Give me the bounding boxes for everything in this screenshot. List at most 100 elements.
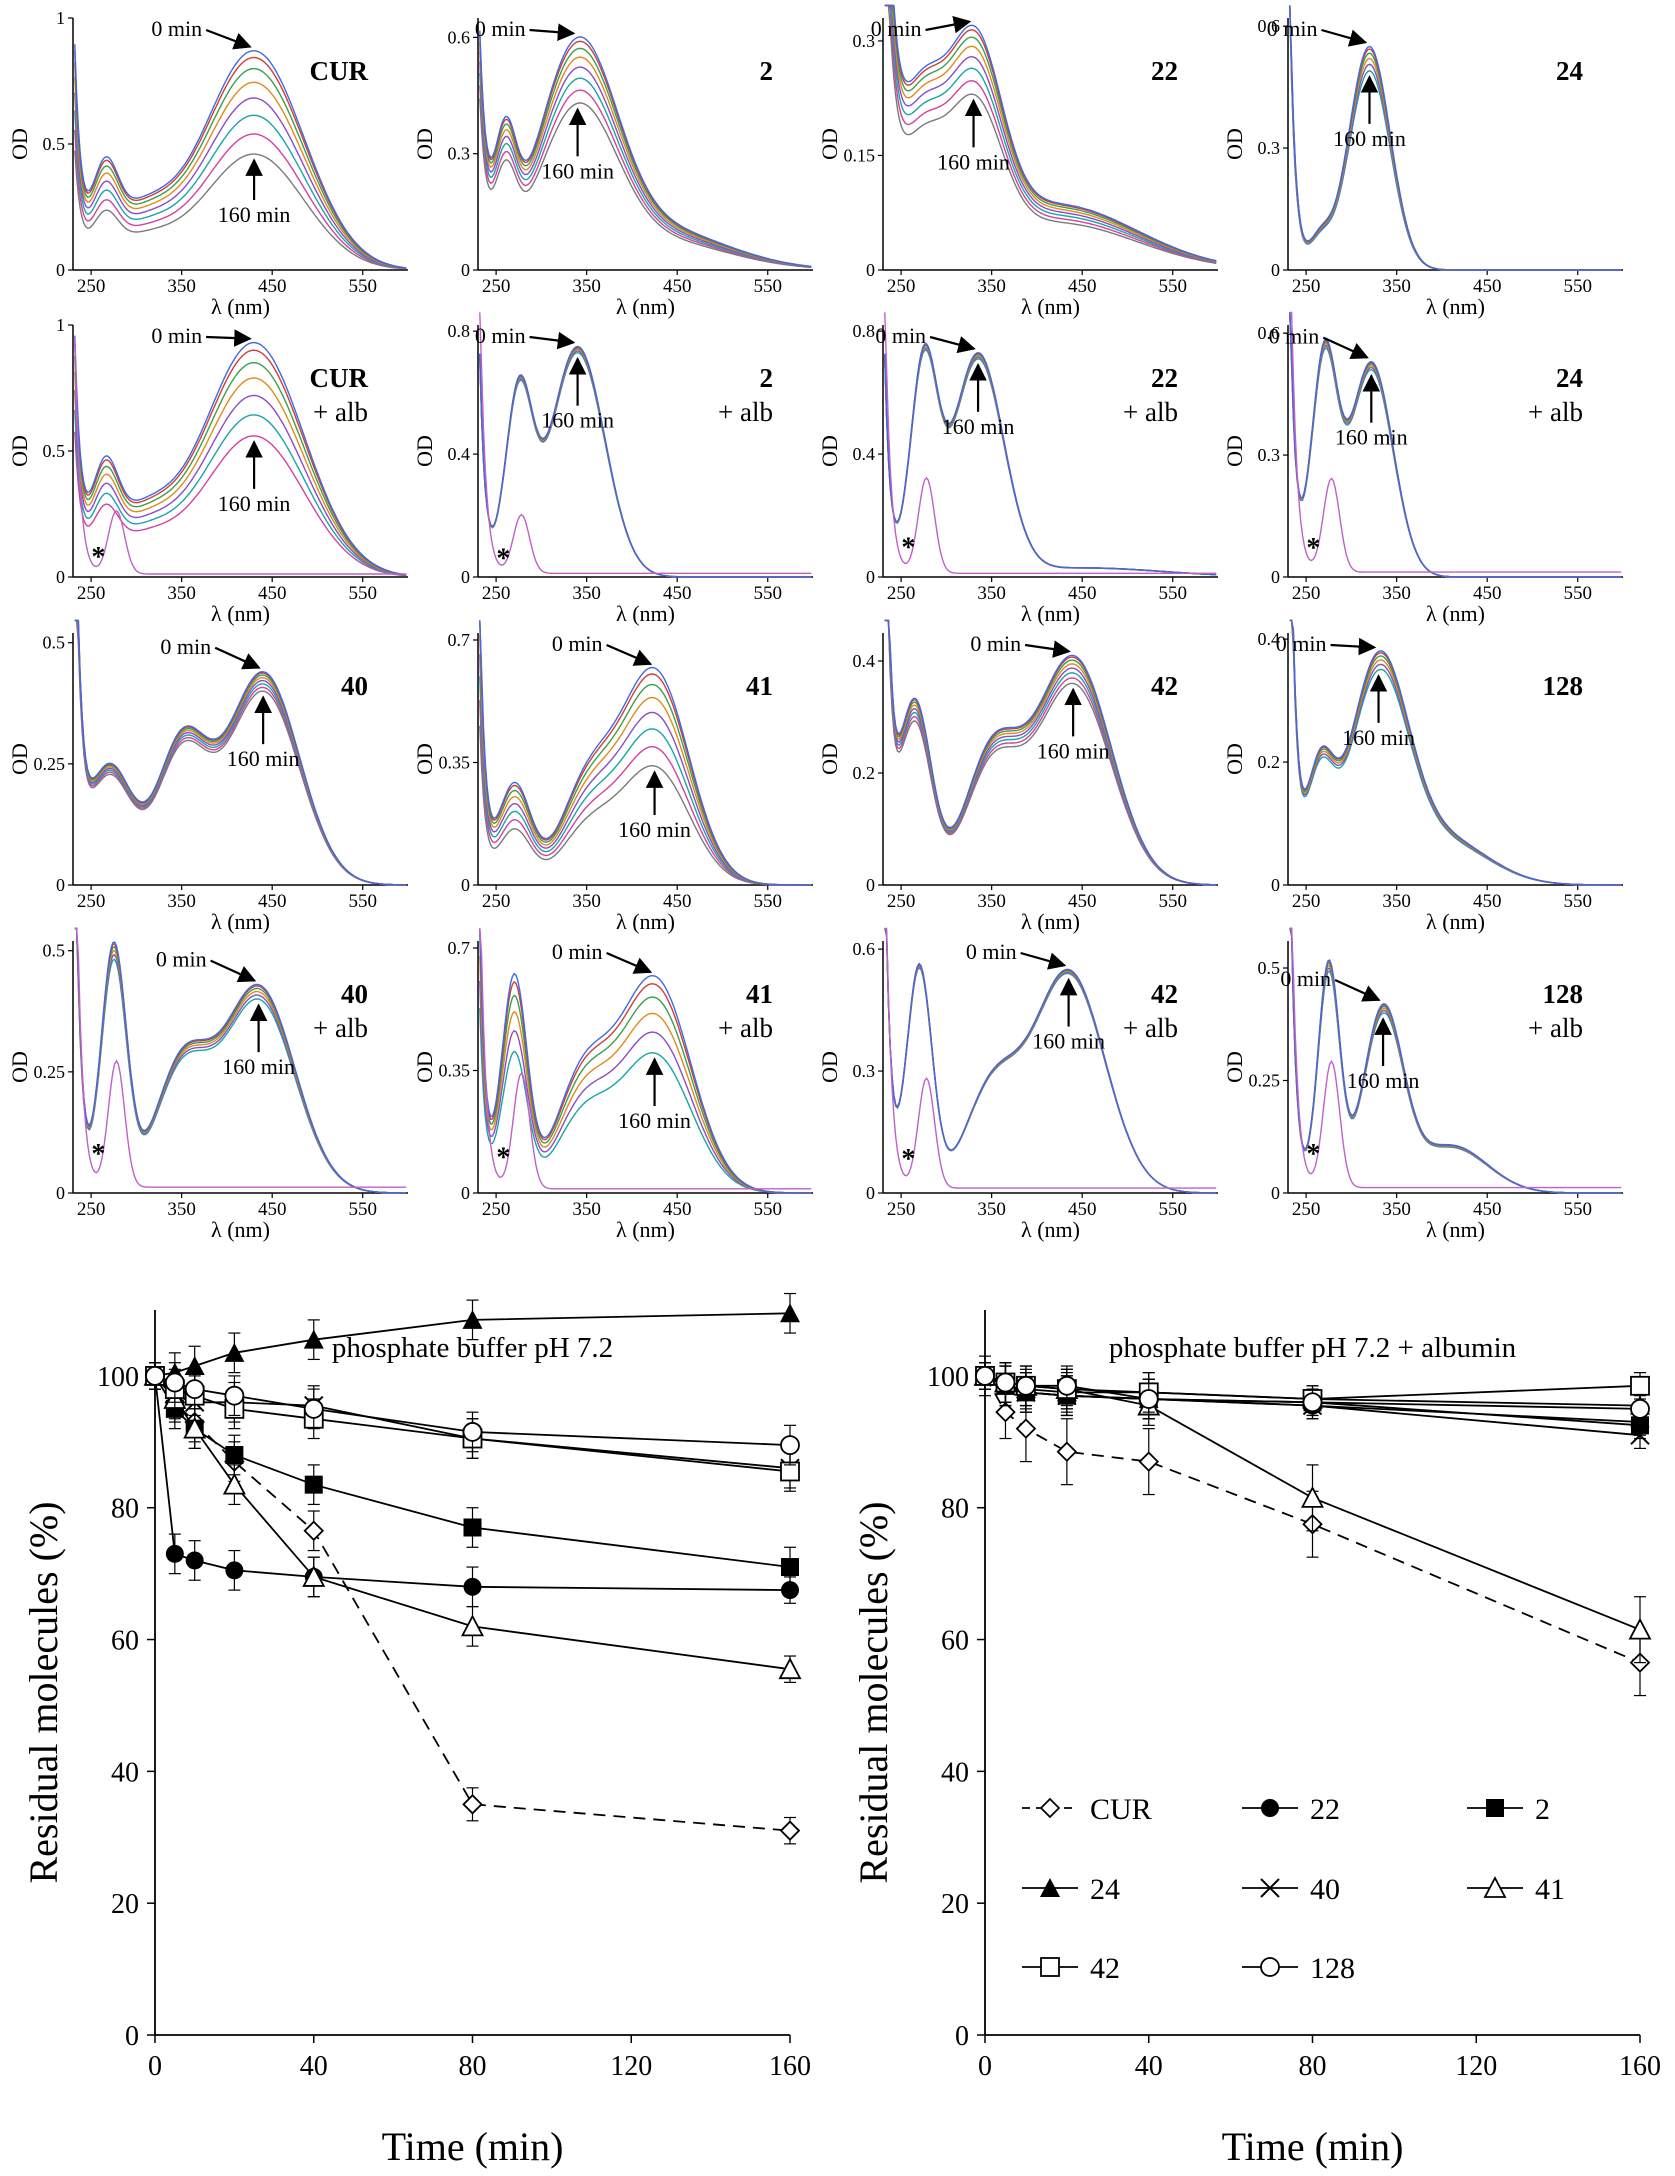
compound-label: CUR: [310, 56, 369, 86]
y-tick-label: 0: [1271, 875, 1280, 895]
x-tick-label: 350: [977, 1199, 1006, 1220]
time-label: 160 min: [618, 1108, 691, 1133]
data-point: [225, 1561, 244, 1580]
x-tick-label: 350: [1382, 583, 1411, 604]
spectrum-panel: 250 350 450 550 0 0.2 0.4 OD λ (nm) 128 0 min 160 m…: [1222, 619, 1623, 934]
y-tick-label: 0.25: [34, 754, 66, 774]
arrow: [606, 643, 653, 666]
y-tick-label: 100: [927, 1362, 969, 1393]
y-tick-label: 0.5: [43, 134, 66, 154]
data-point: [1486, 1799, 1504, 1817]
data-point: [184, 1379, 205, 1399]
y-tick-label: 80: [941, 1494, 969, 1525]
y-tick-label: 0.15: [844, 145, 876, 165]
data-point: [1630, 1375, 1650, 1396]
x-axis-label: λ (nm): [1021, 294, 1080, 319]
spectrum-curve: [884, 4, 1217, 263]
y-tick-label: 0.2: [1258, 752, 1281, 772]
x-axis-label: λ (nm): [616, 1217, 675, 1242]
x-tick-label: 250: [887, 1199, 916, 1220]
legend-label: 22: [1310, 1793, 1340, 1826]
y-tick-label: 0: [955, 2021, 969, 2052]
x-tick-label: 450: [663, 1199, 692, 1220]
time-label: 160 min: [218, 202, 291, 227]
albumin-curve: [1289, 927, 1622, 1189]
x-tick-label: 250: [77, 276, 106, 297]
spectrum-curve: [884, 4, 1217, 262]
x-axis-label: λ (nm): [1426, 909, 1485, 934]
y-tick-label: 0.3: [1258, 445, 1281, 465]
y-tick-label: 0.4: [853, 444, 876, 464]
data-point: [1138, 1389, 1159, 1409]
x-tick-label: 450: [663, 583, 692, 604]
x-axis-label: Time (min): [1222, 2124, 1404, 2169]
data-point: [975, 1366, 995, 1386]
x-tick-label: 450: [1473, 276, 1502, 297]
x-tick-label: 450: [1068, 276, 1097, 297]
y-axis-label: OD: [1222, 435, 1247, 467]
y-tick-label: 0: [1271, 260, 1280, 280]
spectrum-curve: [1289, 927, 1622, 1194]
spectrum-curve: [884, 928, 1217, 1194]
condition-label: + alb: [313, 397, 368, 427]
y-axis-label: OD: [817, 743, 842, 775]
x-axis-label: λ (nm): [1021, 601, 1080, 626]
x-tick-label: 450: [258, 276, 287, 297]
albumin-curve: [479, 312, 812, 574]
y-axis-label: OD: [412, 435, 437, 467]
spectrum-curve: [1289, 927, 1622, 1194]
albumin-marker: *: [1306, 1139, 1320, 1170]
y-tick-label: 40: [941, 1757, 969, 1788]
time-label: 160 min: [1347, 1068, 1420, 1093]
data-point: [779, 1820, 801, 1841]
x-tick-label: 550: [1563, 583, 1592, 604]
x-axis-label: λ (nm): [211, 601, 270, 626]
x-tick-label: 450: [258, 891, 287, 912]
spectrum-panel: 250 350 450 550 0 0.3 0.6 OD λ (nm) * 24 + alb 0 min…: [1222, 311, 1623, 626]
data-point: [304, 1475, 323, 1494]
spectrum-curve: [74, 44, 407, 269]
x-tick-label: 350: [167, 583, 196, 604]
spectrum-curve: [1289, 5, 1622, 271]
time-label: 160 min: [937, 149, 1010, 174]
spectrum-panel: 250 350 450 550 0 0.5 1 OD λ (nm) * CUR + alb 0 min 1…: [7, 315, 408, 626]
y-axis-label: OD: [817, 128, 842, 160]
compound-label: 41: [746, 671, 773, 701]
time-label: 0 min: [970, 631, 1021, 656]
x-tick-label: 250: [77, 583, 106, 604]
time-label: 160 min: [618, 817, 691, 842]
x-axis-label: λ (nm): [211, 1217, 270, 1242]
spectrum-curve: [74, 92, 407, 270]
y-axis-label: OD: [817, 435, 842, 467]
time-label: 0 min: [475, 323, 526, 348]
y-axis-label: OD: [7, 1051, 32, 1083]
y-tick-label: 0.35: [439, 1061, 471, 1081]
x-axis-label: λ (nm): [616, 909, 675, 934]
y-tick-label: 0.6: [1258, 323, 1281, 343]
x-axis-label: Time (min): [382, 2124, 564, 2169]
data-point: [183, 1416, 207, 1439]
spectrum-curve: [1289, 619, 1622, 886]
data-point: [1261, 1799, 1279, 1817]
series-line: [154, 1375, 791, 1591]
condition-label: + alb: [1528, 397, 1583, 427]
y-tick-label: 0.4: [1258, 629, 1281, 649]
x-tick-label: 250: [887, 583, 916, 604]
x-tick-label: 550: [753, 583, 782, 604]
data-point: [1260, 1878, 1280, 1898]
compound-label: 42: [1151, 979, 1178, 1009]
data-point: [995, 1401, 1016, 1423]
time-label: 160 min: [1333, 126, 1406, 151]
x-tick-label: 450: [1068, 1199, 1097, 1220]
spectrum-curve: [74, 356, 407, 576]
x-axis-label: λ (nm): [1021, 1217, 1080, 1242]
x-tick-label: 550: [1563, 891, 1592, 912]
spectrum-curve: [74, 129, 407, 270]
spectrum-curve: [479, 345, 812, 578]
y-tick-label: 0.6: [448, 27, 471, 47]
compound-label: 128: [1543, 979, 1584, 1009]
spectrum-curve: [1289, 927, 1622, 1194]
time-label: 0 min: [966, 939, 1017, 964]
y-tick-label: 0.6: [853, 939, 876, 959]
